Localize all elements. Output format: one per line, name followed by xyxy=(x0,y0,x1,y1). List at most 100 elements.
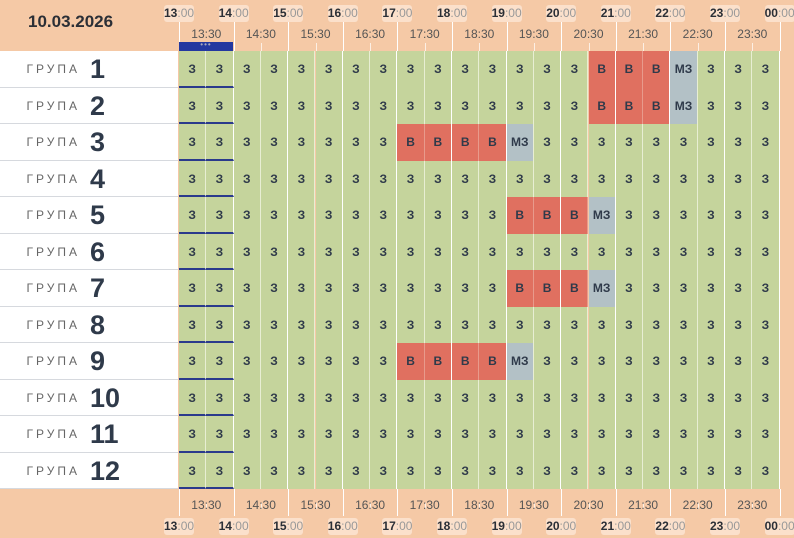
slot-free[interactable]: З xyxy=(260,160,289,197)
slot-busy[interactable]: В xyxy=(533,197,562,234)
slot-free[interactable]: З xyxy=(424,270,452,307)
slot-free[interactable]: З xyxy=(260,270,289,307)
slot-free[interactable]: З xyxy=(615,343,644,380)
slot-free[interactable]: З xyxy=(260,452,289,489)
slot-free[interactable]: З xyxy=(670,343,698,380)
slot-free[interactable]: З xyxy=(370,416,398,453)
slot-free[interactable]: З xyxy=(479,87,507,124)
slot-free[interactable]: З xyxy=(506,306,534,343)
slot-free[interactable]: З xyxy=(315,416,343,453)
slot-free[interactable]: З xyxy=(561,233,589,270)
slot-busy[interactable]: В xyxy=(479,343,507,380)
slot-free[interactable]: З xyxy=(370,233,398,270)
slot-free[interactable]: З xyxy=(615,233,644,270)
slot-free[interactable]: З xyxy=(752,51,780,88)
slot-free[interactable]: З xyxy=(452,87,480,124)
slot-free[interactable]: З xyxy=(725,270,753,307)
slot-free[interactable]: З xyxy=(752,270,780,307)
slot-free[interactable]: З xyxy=(643,197,671,234)
slot-free[interactable]: З xyxy=(725,197,753,234)
slot-free[interactable]: З xyxy=(588,233,616,270)
slot-free[interactable]: З xyxy=(643,233,671,270)
slot-free[interactable]: З xyxy=(670,270,698,307)
slot-free[interactable]: З xyxy=(643,379,671,416)
slot-free[interactable]: З xyxy=(370,379,398,416)
slot-free[interactable]: З xyxy=(206,87,234,124)
slot-free[interactable]: З xyxy=(479,160,507,197)
slot-free[interactable]: З xyxy=(670,379,698,416)
slot-free[interactable]: З xyxy=(452,270,480,307)
slot-free[interactable]: З xyxy=(752,452,780,489)
slot-free[interactable]: З xyxy=(288,197,316,234)
slot-free[interactable]: З xyxy=(233,124,261,161)
slot-free[interactable]: З xyxy=(342,160,371,197)
slot-mz[interactable]: МЗ xyxy=(588,270,616,307)
slot-free[interactable]: З xyxy=(725,160,753,197)
slot-free[interactable]: З xyxy=(452,160,480,197)
slot-free[interactable]: З xyxy=(479,379,507,416)
slot-free[interactable]: З xyxy=(479,416,507,453)
slot-free[interactable]: З xyxy=(288,87,316,124)
group-label[interactable]: ГРУПА 6 xyxy=(0,233,178,270)
slot-free[interactable]: З xyxy=(697,452,725,489)
slot-free[interactable]: З xyxy=(670,160,698,197)
slot-free[interactable]: З xyxy=(179,416,207,453)
group-label[interactable]: ГРУПА 10 xyxy=(0,379,178,416)
slot-free[interactable]: З xyxy=(260,51,289,88)
slot-free[interactable]: З xyxy=(342,306,371,343)
slot-free[interactable]: З xyxy=(752,160,780,197)
slot-free[interactable]: З xyxy=(260,416,289,453)
slot-free[interactable]: З xyxy=(752,416,780,453)
slot-free[interactable]: З xyxy=(424,87,452,124)
slot-free[interactable]: З xyxy=(397,233,425,270)
slot-free[interactable]: З xyxy=(643,270,671,307)
slot-free[interactable]: З xyxy=(725,343,753,380)
slot-busy[interactable]: В xyxy=(643,51,671,88)
slot-free[interactable]: З xyxy=(342,452,371,489)
slot-free[interactable]: З xyxy=(260,197,289,234)
slot-free[interactable]: З xyxy=(479,306,507,343)
slot-mz[interactable]: МЗ xyxy=(588,197,616,234)
slot-busy[interactable]: В xyxy=(506,270,534,307)
slot-busy[interactable]: В xyxy=(506,197,534,234)
slot-busy[interactable]: В xyxy=(452,343,480,380)
slot-free[interactable]: З xyxy=(697,379,725,416)
slot-free[interactable]: З xyxy=(643,343,671,380)
slot-busy[interactable]: В xyxy=(615,51,644,88)
slot-free[interactable]: З xyxy=(315,51,343,88)
slot-free[interactable]: З xyxy=(288,270,316,307)
slot-free[interactable]: З xyxy=(342,379,371,416)
slot-free[interactable]: З xyxy=(342,233,371,270)
slot-free[interactable]: З xyxy=(643,416,671,453)
slot-free[interactable]: З xyxy=(233,306,261,343)
slot-free[interactable]: З xyxy=(615,452,644,489)
slot-free[interactable]: З xyxy=(506,233,534,270)
slot-free[interactable]: З xyxy=(506,87,534,124)
slot-free[interactable]: З xyxy=(424,306,452,343)
slot-free[interactable]: З xyxy=(670,233,698,270)
slot-free[interactable]: З xyxy=(479,452,507,489)
slot-free[interactable]: З xyxy=(233,270,261,307)
slot-free[interactable]: З xyxy=(288,51,316,88)
slot-free[interactable]: З xyxy=(697,343,725,380)
slot-free[interactable]: З xyxy=(533,452,562,489)
slot-free[interactable]: З xyxy=(288,379,316,416)
slot-free[interactable]: З xyxy=(479,197,507,234)
slot-free[interactable]: З xyxy=(397,270,425,307)
slot-free[interactable]: З xyxy=(179,51,207,88)
slot-free[interactable]: З xyxy=(424,197,452,234)
slot-free[interactable]: З xyxy=(260,306,289,343)
slot-free[interactable]: З xyxy=(397,452,425,489)
slot-mz[interactable]: МЗ xyxy=(506,343,534,380)
slot-free[interactable]: З xyxy=(725,124,753,161)
slot-free[interactable]: З xyxy=(424,452,452,489)
slot-free[interactable]: З xyxy=(315,306,343,343)
slot-free[interactable]: З xyxy=(315,233,343,270)
slot-free[interactable]: З xyxy=(206,416,234,453)
slot-busy[interactable]: В xyxy=(424,343,452,380)
slot-free[interactable]: З xyxy=(561,160,589,197)
slot-free[interactable]: З xyxy=(260,87,289,124)
slot-busy[interactable]: В xyxy=(397,343,425,380)
slot-free[interactable]: З xyxy=(725,416,753,453)
slot-free[interactable]: З xyxy=(752,87,780,124)
